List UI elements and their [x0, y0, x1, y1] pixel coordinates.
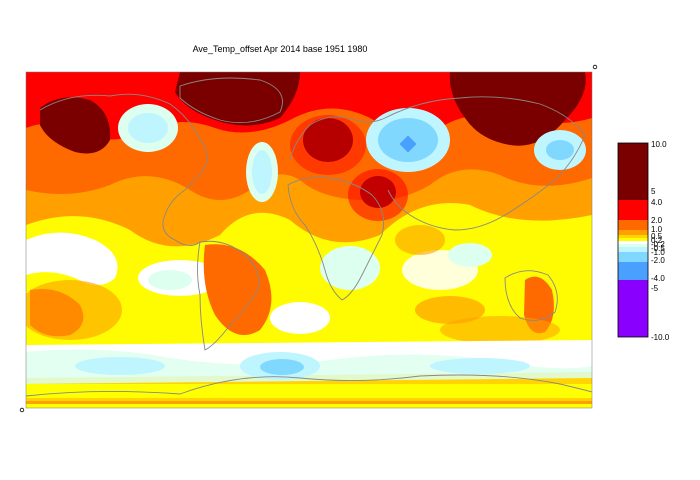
antarctic-orange: [26, 401, 592, 404]
warm-middle-east: [348, 169, 408, 221]
legend-label: -10.0: [651, 333, 670, 342]
cold-south-indian: [430, 358, 530, 374]
cold-ross-sea-inner: [260, 359, 304, 375]
coast-australia: [504, 270, 558, 321]
legend-label: 4.0: [651, 198, 663, 207]
coast-south-america: [197, 240, 260, 351]
corner-marker-bottom-left: [19, 407, 25, 413]
legend-label: 10.0: [651, 140, 667, 149]
corner-marker-top-right: [592, 64, 598, 70]
coastlines: [26, 77, 592, 397]
coast-asia: [384, 96, 586, 231]
coast-africa: [287, 176, 385, 301]
coast-europe: [289, 116, 386, 161]
coast-antarctica: [26, 374, 592, 397]
cold-south-pacific-1: [75, 357, 165, 375]
map-panel: [26, 72, 592, 408]
cold-atlantic-inner: [252, 150, 272, 194]
cold-amazon: [148, 270, 192, 290]
neutral-central-america: [26, 232, 118, 285]
antarctic-yellow: [26, 384, 592, 398]
legend-label: -1.0: [651, 248, 665, 257]
legend-label: 2.0: [651, 216, 663, 225]
legend-label: 1.0: [651, 225, 663, 234]
cold-southern-africa: [320, 246, 380, 290]
legend-label: -0.5: [651, 244, 665, 253]
antarctic-yellow-bottom: [26, 404, 592, 408]
neutral-south-atlantic: [270, 302, 330, 334]
cold-indonesia: [448, 243, 492, 267]
warm-europe: [290, 115, 366, 175]
map-frame: [25, 71, 593, 409]
warm-east-pacific-orange: [26, 280, 122, 340]
coast-north-america: [39, 93, 208, 246]
warm-bay-of-bengal: [395, 225, 445, 255]
legend-colorbar: [617, 142, 649, 338]
antarctic-gold: [26, 398, 592, 402]
cold-nw-pacific-inner: [546, 140, 574, 160]
cold-russia-core: [399, 135, 417, 153]
hotspot-greenland: [175, 72, 300, 126]
coast-greenland: [179, 77, 283, 124]
legend-label: -0.2: [651, 240, 665, 249]
legend-label: -5: [651, 284, 659, 293]
legend-label: -2.0: [651, 256, 665, 265]
cold-hudson-inner: [128, 113, 168, 143]
legend-label: 0.2: [651, 236, 663, 245]
hotspot-siberia: [449, 72, 586, 146]
map-title: Ave_Temp_offset Apr 2014 base 1951 1980: [192, 44, 368, 54]
hotspot-europe: [303, 118, 353, 162]
legend-label: 5: [651, 187, 656, 196]
legend-label: -4.0: [651, 274, 665, 283]
warm-indian-ocean: [415, 296, 485, 324]
legend-label: 0.5: [651, 232, 663, 241]
warm-south-pacific: [440, 316, 560, 344]
hotspot-canada: [40, 97, 111, 154]
